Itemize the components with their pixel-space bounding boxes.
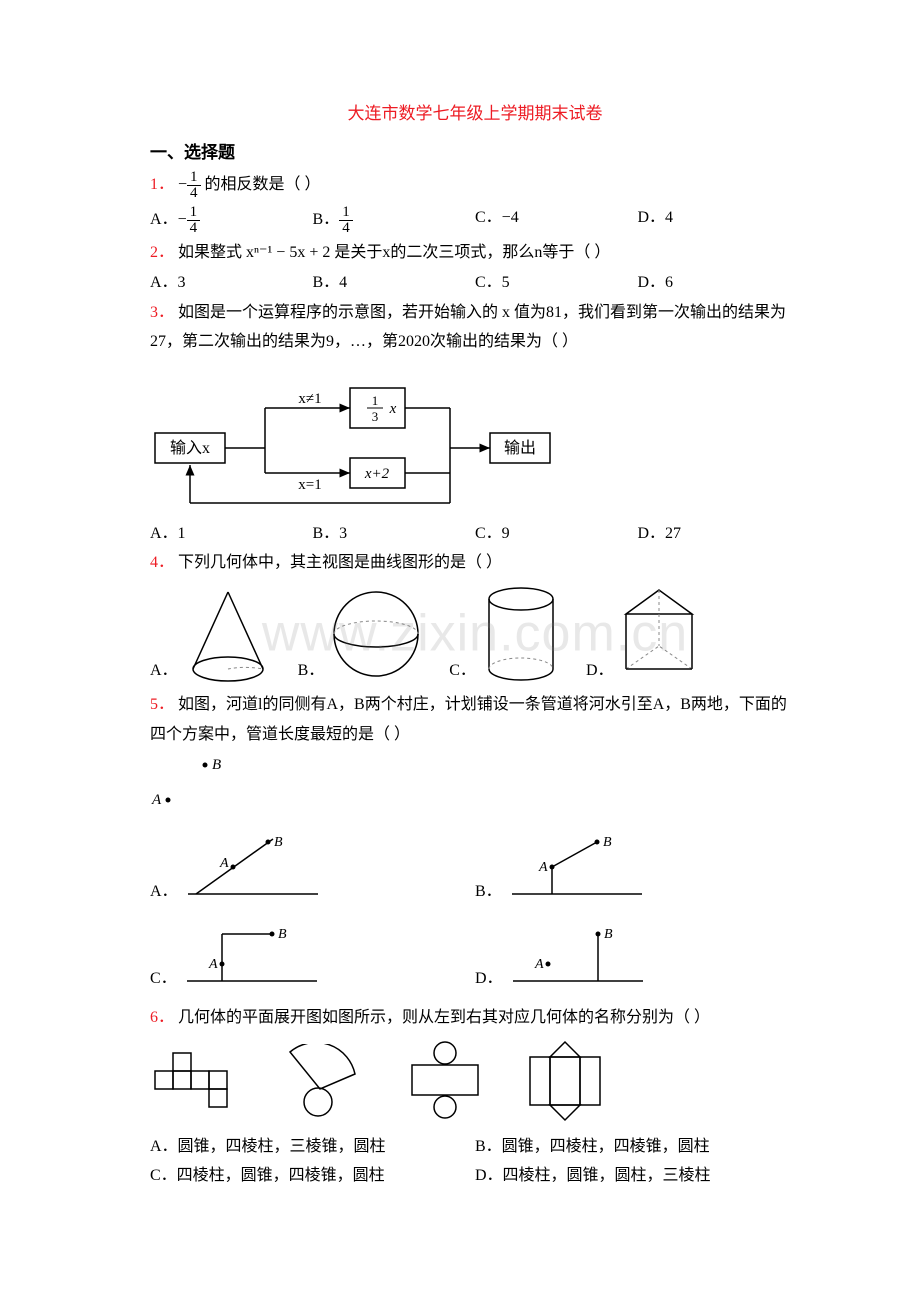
q6: 6． 几何体的平面展开图如图所示，则从左到右其对应几何体的名称分别为（ ）	[150, 1005, 800, 1031]
flow-input: 输入x	[170, 439, 210, 457]
flow-cond2: x=1	[298, 477, 321, 493]
svg-text:3: 3	[372, 409, 379, 424]
q1-optB: B．14	[313, 205, 476, 236]
ab-points-icon: B A	[150, 755, 240, 815]
q4: 4． 下列几何体中，其主视图是曲线图形的是（ ）	[150, 550, 800, 576]
q2-optB: B．4	[313, 270, 476, 296]
cylinder-icon	[476, 584, 566, 684]
q3-optC: C．9	[475, 521, 638, 547]
section-1-header: 一、选择题	[150, 139, 800, 166]
net3-icon	[400, 1041, 490, 1121]
q2-options: A．3 B．4 C．5 D．6	[150, 270, 800, 296]
q6-options: A．圆锥，四棱柱，三棱锥，圆柱 B．圆锥，四棱柱，四棱锥，圆柱 C．四棱柱，圆锥…	[150, 1132, 800, 1191]
q4-shapeB: B．	[298, 584, 430, 684]
q6-optC: C．四棱柱，圆锥，四棱锥，圆柱	[150, 1163, 475, 1189]
q1-text: 的相反数是（ ）	[205, 177, 321, 194]
flow-cond1: x≠1	[298, 391, 321, 407]
q3-optA: A．1	[150, 521, 313, 547]
q5-optC: C． A B	[150, 916, 475, 991]
q2-number: 2．	[150, 244, 174, 261]
q1-options: A．−14 B．14 C．−4 D．4	[150, 205, 800, 236]
flow-box2: x+2	[364, 466, 390, 482]
q2-optD: D．6	[638, 270, 801, 296]
q4-shapes: www.zixin.com.cn A． B． C．	[150, 584, 800, 684]
q4-number: 4．	[150, 554, 174, 571]
q5-optB: B． A B	[475, 829, 800, 904]
q3-line2: 27，第二次输出的结果为9，…，第2020次输出的结果为（ ）	[150, 329, 800, 355]
svg-text:B: B	[604, 927, 613, 942]
q5-number: 5．	[150, 696, 174, 713]
q2-text: 如果整式 xⁿ⁻¹ − 5x + 2 是关于x的二次三项式，那么n等于（ ）	[178, 244, 610, 261]
svg-text:A: A	[534, 957, 544, 972]
flowchart-svg: 输入x x≠1 1 3 x x=1 x+2	[150, 363, 580, 513]
q5-optC-icon: A B	[177, 916, 327, 991]
svg-text:B: B	[603, 835, 612, 850]
q5-line2: 四个方案中，管道长度最短的是（ ）	[150, 722, 800, 748]
q3-number: 3．	[150, 304, 174, 321]
q2: 2． 如果整式 xⁿ⁻¹ − 5x + 2 是关于x的二次三项式，那么n等于（ …	[150, 240, 800, 266]
q2-optA: A．3	[150, 270, 313, 296]
q4-shapeA: A．	[150, 584, 278, 684]
svg-text:B: B	[274, 835, 283, 850]
q5-optB-icon: A B	[502, 829, 652, 904]
q6-optD: D．四棱柱，圆锥，圆柱，三棱柱	[475, 1163, 800, 1189]
svg-text:x: x	[389, 401, 397, 417]
q6-optB: B．圆锥，四棱柱，四棱锥，圆柱	[475, 1134, 800, 1160]
q1-optA: A．−14	[150, 205, 313, 236]
q4-text: 下列几何体中，其主视图是曲线图形的是（ ）	[178, 554, 502, 571]
q5-options: A． A B B． A B C．	[150, 823, 800, 997]
q6-optA: A．圆锥，四棱柱，三棱锥，圆柱	[150, 1134, 475, 1160]
svg-text:A: A	[208, 957, 218, 972]
svg-text:B: B	[278, 927, 287, 942]
page: 大连市数学七年级上学期期末试卷 一、选择题 1． −14 的相反数是（ ） A．…	[0, 0, 920, 1251]
svg-text:A: A	[151, 792, 162, 808]
q6-number: 6．	[150, 1009, 174, 1026]
q3-flowchart: 输入x x≠1 1 3 x x=1 x+2	[150, 363, 800, 513]
q5-optA-icon: A B	[178, 829, 328, 904]
q1-optD: D．4	[638, 205, 801, 236]
svg-text:B: B	[212, 757, 221, 773]
cone-icon	[178, 584, 278, 684]
q5-optA: A． A B	[150, 829, 475, 904]
q4-shapeC: C．	[449, 584, 566, 684]
q3-text1: 如图是一个运算程序的示意图，若开始输入的 x 值为81，我们看到第一次输出的结果…	[178, 304, 786, 321]
q5-diagram: B A	[150, 755, 800, 815]
q5-line1: 5． 如图，河道l的同侧有A，B两个村庄，计划铺设一条管道将河水引至A，B两地，…	[150, 692, 800, 718]
svg-text:A: A	[219, 856, 229, 871]
q1-fraction: 14	[187, 170, 201, 201]
q1: 1． −14 的相反数是（ ）	[150, 170, 800, 201]
q3-optD: D．27	[638, 521, 801, 547]
net2-icon	[270, 1044, 370, 1119]
exam-title: 大连市数学七年级上学期期末试卷	[150, 100, 800, 127]
q1-number: 1．	[150, 177, 174, 194]
q5-optD-icon: A B	[503, 916, 653, 991]
flow-output: 输出	[504, 439, 536, 457]
q5-optD: D． A B	[475, 916, 800, 991]
prism-icon	[614, 584, 709, 684]
svg-text:1: 1	[372, 393, 379, 408]
net4-icon	[520, 1039, 610, 1124]
q3-options: A．1 B．3 C．9 D．27	[150, 521, 800, 547]
q6-nets	[150, 1039, 800, 1124]
q6-text: 几何体的平面展开图如图所示，则从左到右其对应几何体的名称分别为（ ）	[178, 1009, 710, 1026]
q2-optC: C．5	[475, 270, 638, 296]
net1-icon	[150, 1046, 240, 1116]
q5-text1: 如图，河道l的同侧有A，B两个村庄，计划铺设一条管道将河水引至A，B两地，下面的	[178, 696, 787, 713]
svg-text:A: A	[538, 860, 548, 875]
q4-shapeD: D．	[586, 584, 709, 684]
q3-line1: 3． 如图是一个运算程序的示意图，若开始输入的 x 值为81，我们看到第一次输出…	[150, 300, 800, 326]
sphere-icon	[324, 584, 429, 684]
q3-optB: B．3	[313, 521, 476, 547]
q1-optC: C．−4	[475, 205, 638, 236]
